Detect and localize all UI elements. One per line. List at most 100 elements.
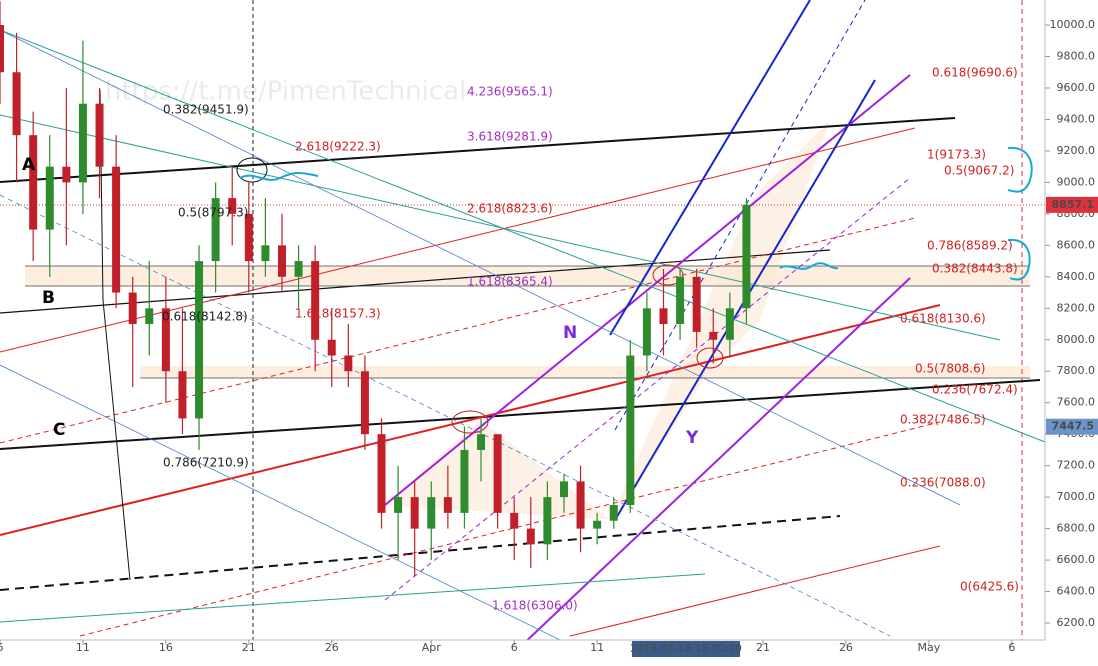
price-tag — [1046, 196, 1098, 213]
fib-label: 0.618(8130.6) — [900, 312, 986, 326]
channel-fill — [385, 120, 830, 520]
candle-body — [676, 276, 685, 325]
y-tick-label: 8000.0 — [1057, 333, 1096, 346]
candle-body — [145, 308, 154, 325]
candle-body — [211, 198, 220, 262]
candle-body — [45, 166, 54, 230]
bracket — [1007, 146, 1033, 193]
trendline — [0, 379, 1041, 450]
candle-body — [95, 103, 104, 167]
trendline — [0, 194, 891, 637]
x-tick-label: 11 — [590, 641, 604, 654]
y-tick-label: 9600.0 — [1057, 81, 1096, 94]
fib-label: 4.236(9565.1) — [467, 85, 553, 99]
candle-body — [477, 434, 486, 450]
fib-label: 0(6425.6) — [960, 580, 1019, 594]
x-tick-label: 6 — [1008, 641, 1015, 654]
x-tick-label: 21 — [756, 641, 770, 654]
fib-label: 0.382(8443.8) — [932, 262, 1018, 276]
fib-label: 0.236(7672.4) — [932, 383, 1018, 397]
fib-label: 0.382(9451.9) — [163, 103, 249, 117]
candle-body — [377, 434, 386, 513]
candle-body — [228, 198, 237, 214]
watermark: https://t.me/PimenTechnical — [105, 77, 466, 107]
candle-body — [642, 308, 651, 356]
fib-label: 2.618(8823.6) — [467, 202, 553, 216]
candle-body — [261, 245, 270, 262]
y-tick-label: 6600.0 — [1057, 553, 1096, 566]
x-tick-label: 26 — [839, 641, 853, 654]
circle — [451, 410, 489, 434]
fib-label: 1.618(6306.0) — [492, 599, 578, 613]
y-tick-label: 7000.0 — [1057, 490, 1096, 503]
fib-label: 0.382(7486.5) — [900, 413, 986, 427]
fib-label: 0.5(8797.3) — [178, 206, 248, 220]
x-tick-label: May — [918, 641, 941, 654]
y-tick-label: 10000.0 — [1050, 18, 1096, 31]
candle-body — [178, 371, 187, 419]
y-tick-label: 7200.0 — [1057, 459, 1096, 472]
circle — [696, 347, 724, 369]
y-tick-label: 6200.0 — [1057, 616, 1096, 629]
fib-label: 2.618(9222.3) — [295, 140, 381, 154]
candle-body — [294, 261, 303, 277]
x-tick-label: 6 — [511, 641, 518, 654]
candle-body — [0, 25, 4, 73]
x-tick-label: Apr — [422, 641, 442, 654]
candle-body — [29, 135, 38, 230]
y-tick-label: 6400.0 — [1057, 585, 1096, 598]
trendline — [0, 249, 831, 314]
zone — [25, 266, 1030, 286]
y-tick-label: 8600.0 — [1057, 238, 1096, 251]
crosshair-label: 2018-04-16 18:00:00 — [630, 643, 742, 655]
candle-body — [742, 204, 751, 309]
y-tick-label: 8200.0 — [1057, 301, 1096, 314]
candle-body — [460, 449, 469, 513]
y-tick-label: 7800.0 — [1057, 364, 1096, 377]
fib-label: 0.236(7088.0) — [900, 476, 986, 490]
y-tick-label: 9000.0 — [1057, 175, 1096, 188]
fib-label: 1.618(8365.4) — [467, 275, 553, 289]
candle-body — [12, 72, 21, 136]
x-tick-label: 6 — [0, 641, 4, 654]
candle-body — [543, 497, 552, 545]
candle-body — [609, 505, 618, 521]
y-tick-label: 9200.0 — [1057, 144, 1096, 157]
channel — [384, 177, 911, 601]
candle-body — [576, 481, 585, 529]
x-tick-label: 16 — [159, 641, 173, 654]
candle-body — [443, 497, 452, 513]
x-axis-panel — [0, 640, 1098, 666]
trendline — [0, 117, 956, 183]
candle-body — [510, 512, 519, 529]
arrow — [102, 299, 131, 581]
candle-body — [128, 292, 137, 325]
candle-body — [626, 355, 635, 506]
candle-body — [725, 308, 734, 340]
fib-label: 0.786(7210.9) — [163, 456, 249, 470]
candle-body — [692, 276, 701, 332]
pattern-letter: C — [53, 420, 65, 440]
y-tick-label: 9400.0 — [1057, 112, 1096, 125]
candle-body — [78, 103, 87, 183]
fib-label: 0.618(8142.8) — [162, 310, 248, 324]
pattern-letter: A — [22, 155, 36, 175]
pattern-letter: N — [563, 323, 577, 343]
trendline — [0, 29, 961, 506]
y-tick-label: 6800.0 — [1057, 522, 1096, 535]
candle-body — [559, 481, 568, 498]
trendline — [569, 545, 941, 637]
scribble — [239, 171, 319, 181]
fib-label: 0.786(8589.2) — [927, 239, 1013, 253]
circle — [236, 157, 268, 183]
y-tick-label: 8400.0 — [1057, 270, 1096, 283]
x-tick-label: 26 — [325, 641, 339, 654]
trendline — [0, 29, 1046, 443]
trendline — [0, 573, 706, 623]
trendline — [0, 364, 561, 641]
trendline — [0, 114, 1001, 341]
candle-body — [344, 355, 353, 372]
scribble — [779, 262, 839, 270]
